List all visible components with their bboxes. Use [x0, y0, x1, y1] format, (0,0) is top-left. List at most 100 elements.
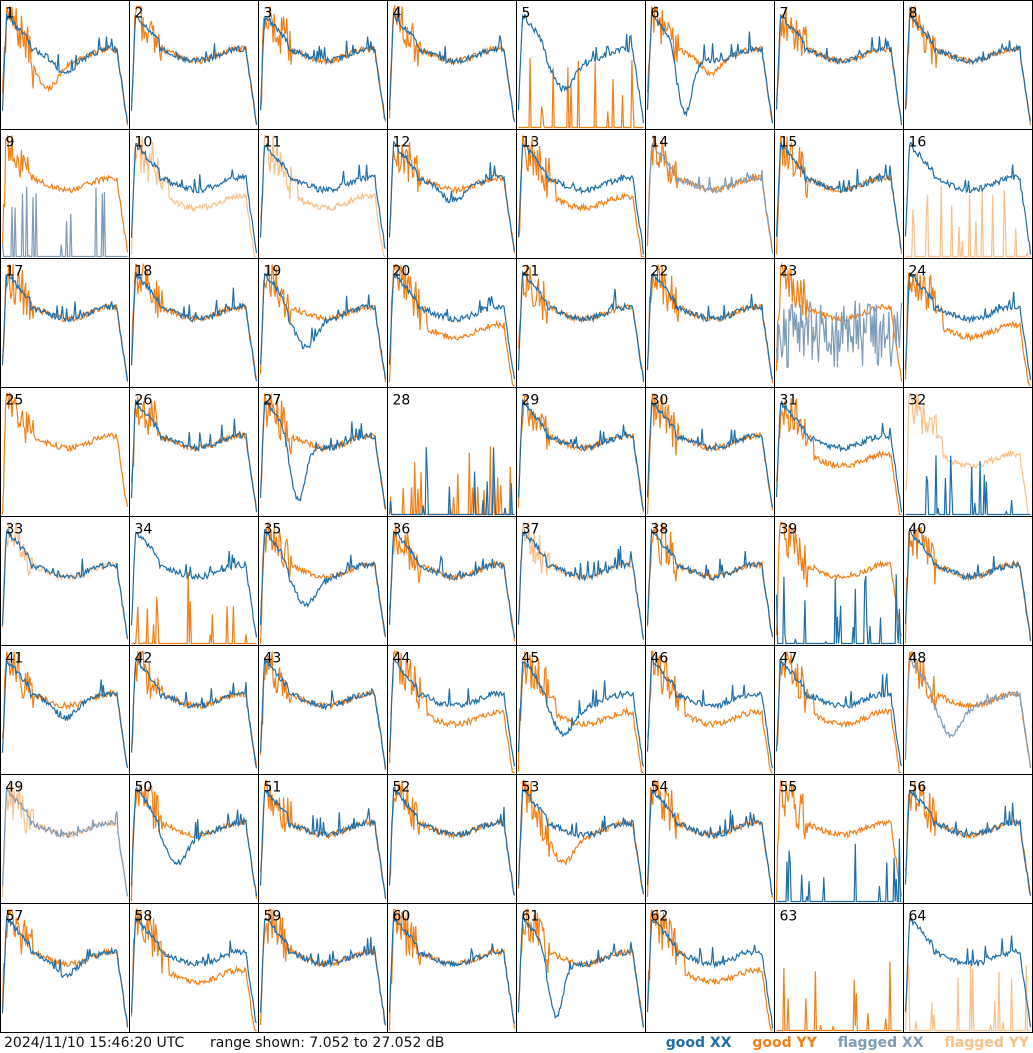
- series-xx-line: [130, 916, 257, 1024]
- antenna-panel-2: 2: [129, 0, 259, 130]
- series-xx-line: [130, 399, 258, 513]
- antenna-panel-11: 11: [258, 129, 388, 259]
- panel-label: 55: [780, 780, 798, 796]
- panel-label: 15: [780, 135, 798, 151]
- panel-label: 16: [909, 135, 927, 151]
- antenna-panel-49: 49: [0, 774, 130, 904]
- antenna-panel-9: 9: [0, 129, 130, 259]
- series-xx-line: [904, 141, 1032, 255]
- series-xx-line: [517, 13, 645, 123]
- antenna-panel-23: 23: [774, 258, 904, 388]
- series-xx-line: [904, 528, 1032, 642]
- panel-label: 11: [264, 135, 282, 151]
- series-yy-line: [646, 6, 774, 123]
- panel-frame: [258, 387, 388, 517]
- series-yy-line: [518, 58, 644, 129]
- series-xx-line: [388, 447, 515, 516]
- antenna-panel-17: 17: [0, 258, 130, 388]
- panel-frame: [774, 645, 904, 775]
- panel-label: 39: [780, 522, 798, 538]
- series-yy-line: [904, 651, 1032, 768]
- panel-label: 41: [6, 651, 24, 667]
- series-yy-line: [131, 572, 257, 645]
- antenna-panel-62: 62: [645, 903, 775, 1033]
- panel-label: 51: [264, 780, 282, 796]
- series-xx-line: [259, 16, 387, 121]
- panel-frame: [0, 129, 130, 259]
- panel-label: 64: [909, 909, 927, 925]
- antenna-panel-15: 15: [774, 129, 904, 259]
- antenna-panel-44: 44: [387, 645, 517, 775]
- legend-flagged-xx: flagged XX: [837, 1035, 924, 1051]
- series-xx-line: [646, 528, 774, 637]
- series-xx-line: [130, 659, 258, 769]
- series-xx-line: [1, 787, 129, 897]
- series-yy-line: [904, 963, 1031, 1032]
- panel-label: 61: [522, 909, 540, 925]
- series-yy-line: [775, 397, 902, 516]
- panel-label: 5: [522, 6, 531, 22]
- antenna-panel-13: 13: [516, 129, 646, 259]
- antenna-panel-25: 25: [0, 387, 130, 517]
- series-xx-line: [775, 657, 903, 767]
- panel-label: 33: [6, 522, 24, 538]
- series-xx-line: [130, 531, 258, 638]
- panel-frame: [774, 0, 904, 130]
- panel-label: 46: [651, 651, 669, 667]
- series-xx-line: [904, 916, 1032, 1028]
- panel-frame: [774, 903, 904, 1033]
- panel-label: 20: [393, 264, 411, 280]
- antenna-panel-36: 36: [387, 516, 517, 646]
- panel-frame: [903, 774, 1033, 904]
- panel-label: 56: [909, 780, 927, 796]
- antenna-panel-26: 26: [129, 387, 259, 517]
- antenna-panel-4: 4: [387, 0, 517, 130]
- panel-label: 35: [264, 522, 282, 538]
- panel-label: 7: [780, 6, 789, 22]
- series-xx-line: [776, 838, 902, 903]
- antenna-panel-12: 12: [387, 129, 517, 259]
- antenna-panel-24: 24: [903, 258, 1033, 388]
- series-yy-line: [1, 391, 129, 515]
- panel-label: 28: [393, 393, 411, 409]
- antenna-panel-7: 7: [774, 0, 904, 130]
- antenna-panel-40: 40: [903, 516, 1033, 646]
- series-xx-line: [130, 15, 258, 125]
- panel-label: 38: [651, 522, 669, 538]
- panel-label: 63: [780, 909, 798, 925]
- series-xx-line: [775, 142, 903, 250]
- antenna-panel-38: 38: [645, 516, 775, 646]
- antenna-panel-39: 39: [774, 516, 904, 646]
- panel-label: 25: [6, 393, 24, 409]
- series-yy-line: [904, 4, 1032, 126]
- series-yy-line: [130, 262, 258, 379]
- antenna-panel-51: 51: [258, 774, 388, 904]
- panel-label: 6: [651, 6, 660, 22]
- antenna-panel-20: 20: [387, 258, 517, 388]
- panel-frame: [516, 516, 646, 646]
- panel-label: 4: [393, 6, 402, 22]
- antenna-panel-53: 53: [516, 774, 646, 904]
- panel-label: 13: [522, 135, 540, 151]
- antenna-panel-3: 3: [258, 0, 388, 130]
- series-yy-line: [388, 4, 516, 121]
- series-yy-line: [1, 908, 129, 1028]
- series-xx-line: [904, 657, 1032, 768]
- series-yy-line: [130, 650, 258, 766]
- series-xx-line: [517, 916, 645, 1028]
- panel-label: 12: [393, 135, 411, 151]
- antenna-panel-34: 34: [129, 516, 259, 646]
- antenna-panel-21: 21: [516, 258, 646, 388]
- series-xx-line: [775, 14, 903, 126]
- series-xx-line: [259, 400, 387, 510]
- series-yy-line: [776, 961, 902, 1032]
- panel-label: 26: [135, 393, 153, 409]
- series-yy-line: [388, 649, 515, 774]
- antenna-panel-19: 19: [258, 258, 388, 388]
- panel-frame: [258, 258, 388, 388]
- antenna-panel-32: 32: [903, 387, 1033, 517]
- series-yy-line: [776, 651, 902, 774]
- antenna-panel-30: 30: [645, 387, 775, 517]
- panel-label: 21: [522, 264, 540, 280]
- series-yy-line: [775, 262, 903, 382]
